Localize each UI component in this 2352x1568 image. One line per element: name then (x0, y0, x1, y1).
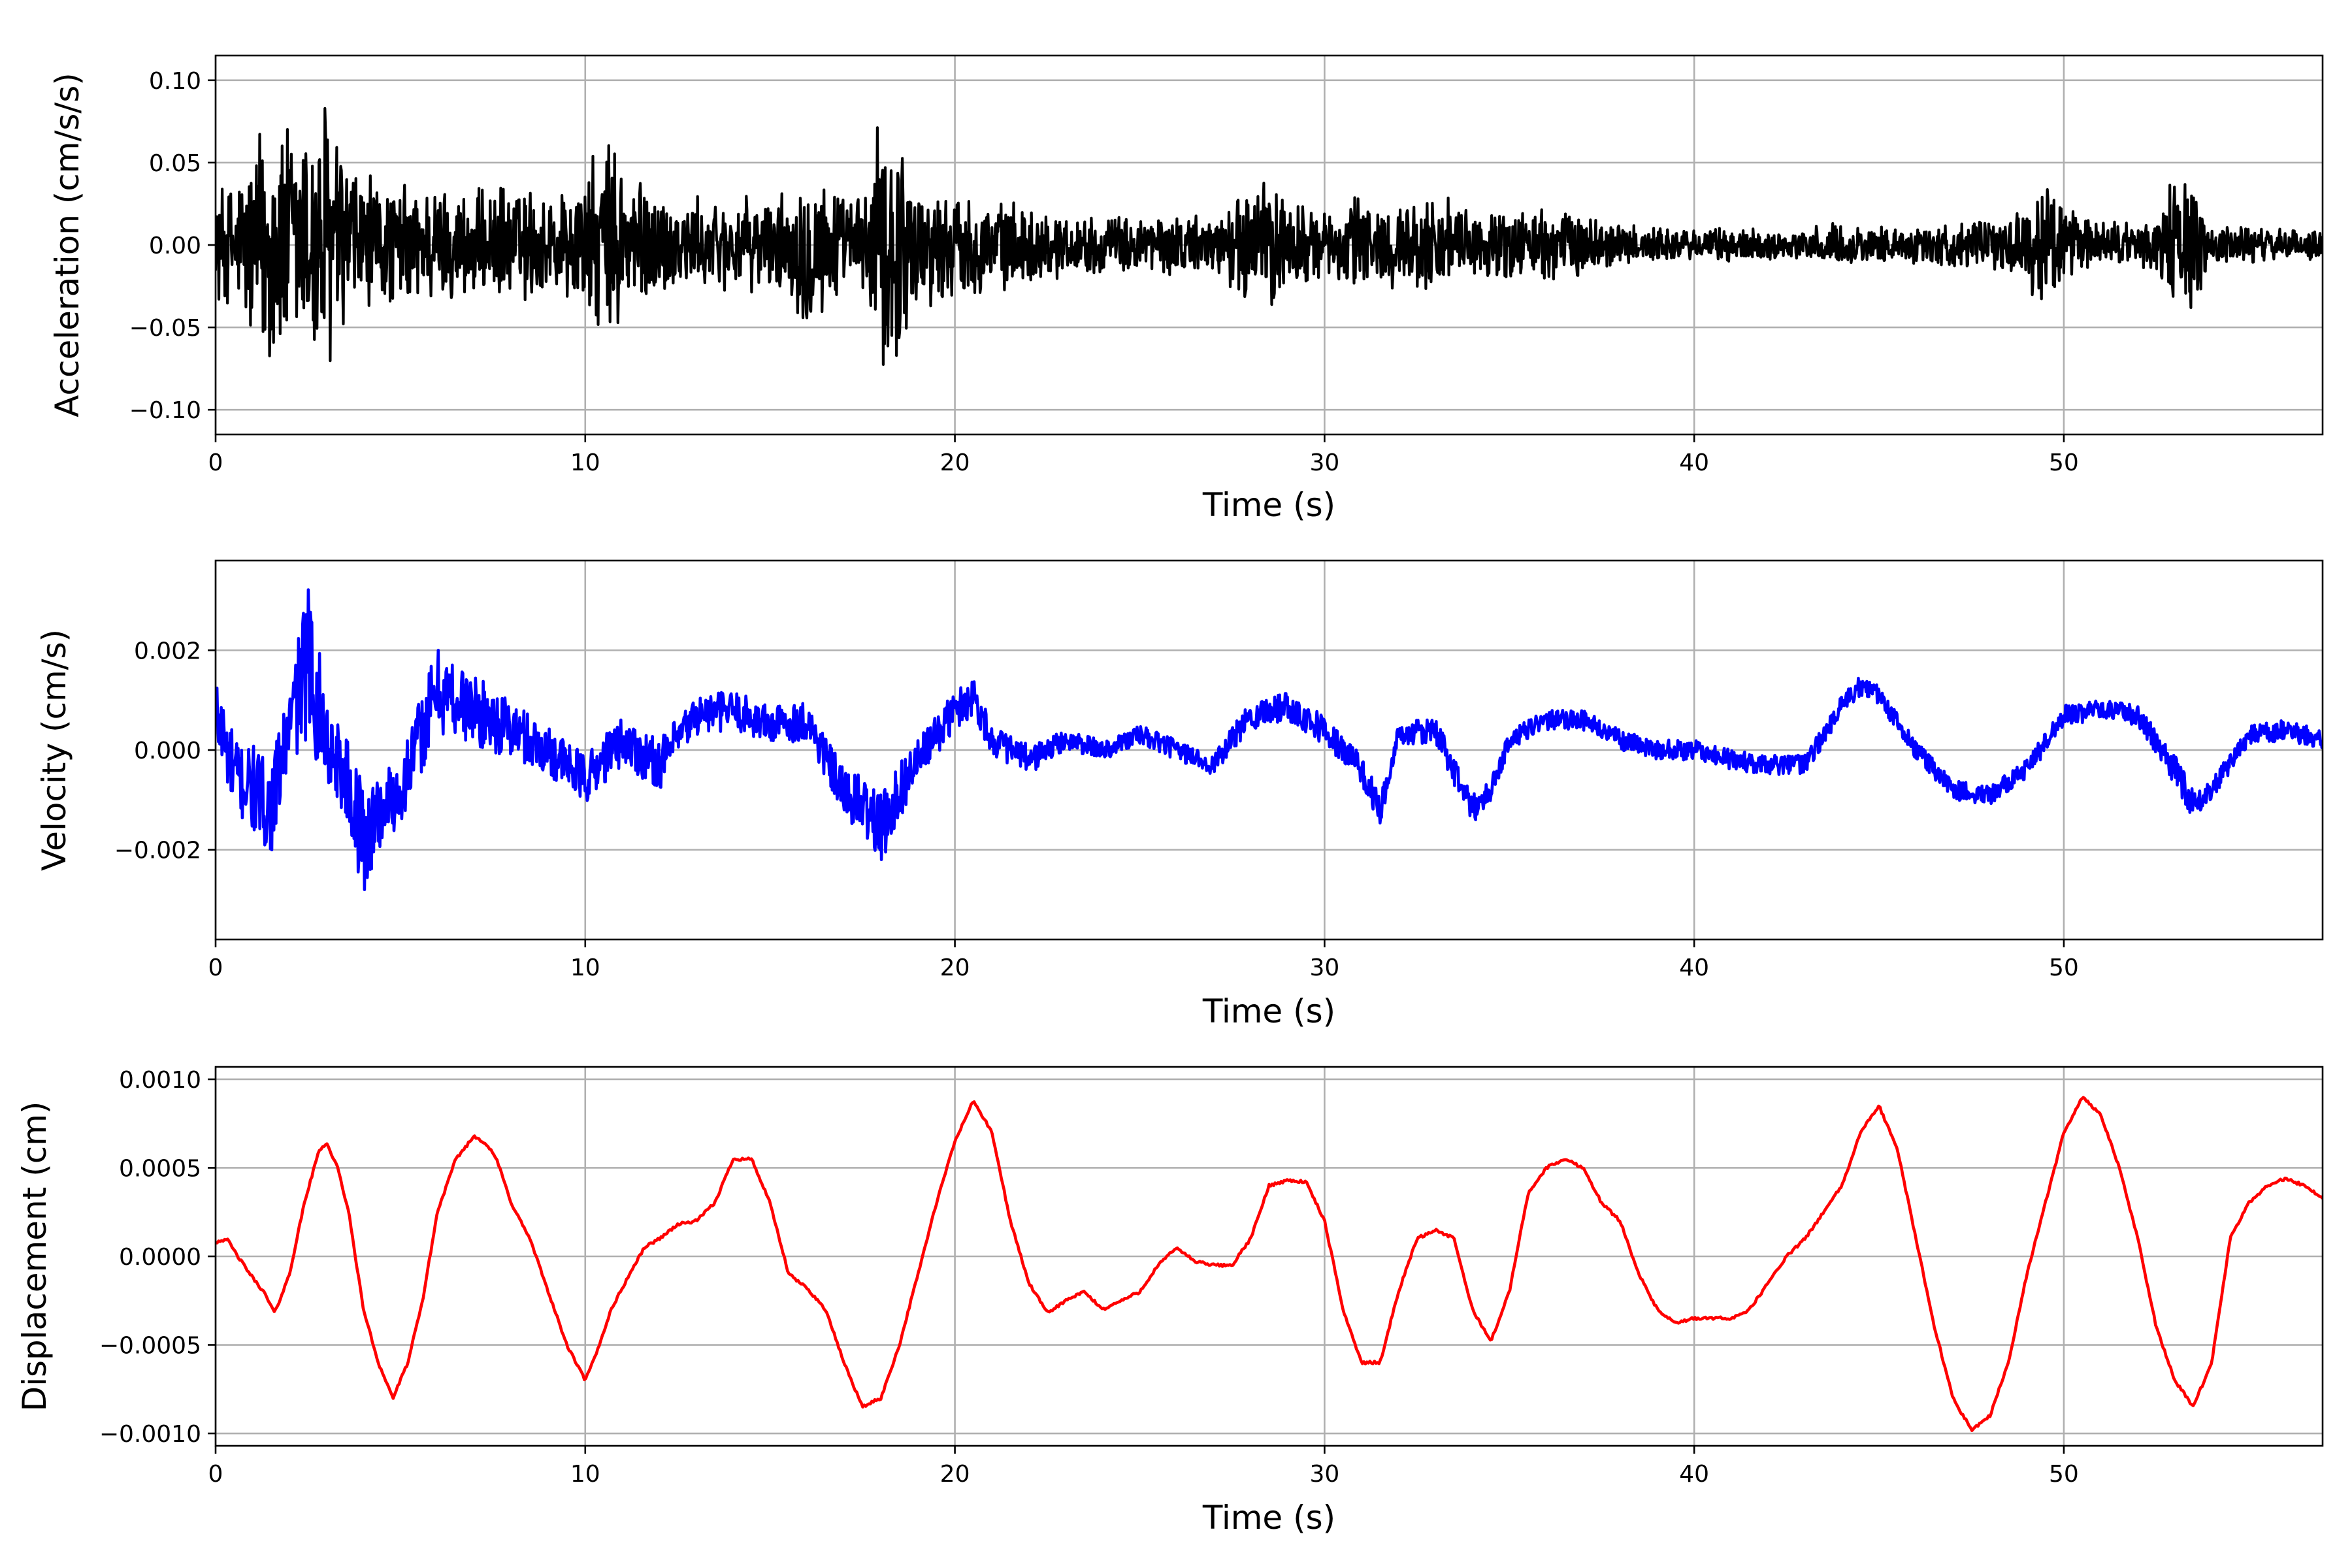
displacement-panel: 0 10 20 30 40 50 0.0010 0.0005 0.0000 −0.0005 −0.0… (16, 1066, 2324, 1537)
velocity-ytick-label-1: 0.000 (134, 738, 201, 764)
displacement-xtick-label-5: 50 (2049, 1461, 2079, 1488)
velocity-ytick-label-0: 0.002 (134, 638, 201, 664)
acceleration-series-line (216, 106, 2323, 367)
velocity-x-axis-label: Time (s) (1202, 992, 1335, 1030)
acceleration-y-axis-label: Acceleration (cm/s/s) (48, 73, 86, 417)
displacement-xtick-label-2: 20 (940, 1461, 970, 1488)
acceleration-xtick-label-3: 30 (1309, 449, 1339, 476)
velocity-xtick-label-2: 20 (940, 955, 970, 981)
displacement-ytick-label-4: −0.0010 (99, 1421, 201, 1448)
acceleration-ytick-label-0: 0.10 (149, 68, 201, 95)
velocity-panel: 0 10 20 30 40 50 0.002 0.000 −0.002 Time (s) Veloc… (35, 559, 2324, 1030)
velocity-xtick-label-1: 10 (570, 955, 600, 981)
velocity-y-axis-label: Velocity (cm/s) (35, 629, 73, 871)
acceleration-ytick-label-4: −0.10 (129, 397, 201, 424)
acceleration-xtick-label-5: 50 (2049, 449, 2079, 476)
velocity-xtick-label-5: 50 (2049, 955, 2079, 981)
acceleration-xtick-label-4: 40 (1679, 449, 1709, 476)
acceleration-panel: 0 10 20 30 40 50 0.10 0.05 0.00 −0.05 −0.10 Time (s… (48, 54, 2324, 524)
displacement-xtick-label-3: 30 (1309, 1461, 1339, 1488)
displacement-xtick-label-4: 40 (1679, 1461, 1709, 1488)
displacement-ytick-label-0: 0.0010 (119, 1067, 201, 1094)
displacement-xtick-label-0: 0 (208, 1461, 223, 1488)
acceleration-ytick-label-2: 0.00 (149, 233, 201, 259)
velocity-xtick-label-4: 40 (1679, 955, 1709, 981)
displacement-ytick-label-2: 0.0000 (119, 1244, 201, 1271)
velocity-xtick-label-0: 0 (208, 955, 223, 981)
velocity-ytick-label-2: −0.002 (114, 838, 201, 864)
displacement-xtick-label-1: 10 (570, 1461, 600, 1488)
acceleration-ytick-label-1: 0.05 (149, 150, 201, 177)
displacement-series-line (216, 1096, 2323, 1432)
acceleration-xtick-label-2: 20 (940, 449, 970, 476)
displacement-ytick-label-3: −0.0005 (99, 1333, 201, 1360)
acceleration-ytick-label-3: −0.05 (129, 315, 201, 342)
acceleration-xtick-label-0: 0 (208, 449, 223, 476)
velocity-xtick-label-3: 30 (1309, 955, 1339, 981)
displacement-ytick-label-1: 0.0005 (119, 1155, 201, 1182)
displacement-x-axis-label: Time (s) (1202, 1499, 1335, 1537)
acceleration-x-axis-label: Time (s) (1202, 486, 1335, 524)
acceleration-xtick-label-1: 10 (570, 449, 600, 476)
displacement-y-axis-label: Displacement (cm) (16, 1102, 54, 1412)
velocity-series-line (216, 588, 2323, 891)
